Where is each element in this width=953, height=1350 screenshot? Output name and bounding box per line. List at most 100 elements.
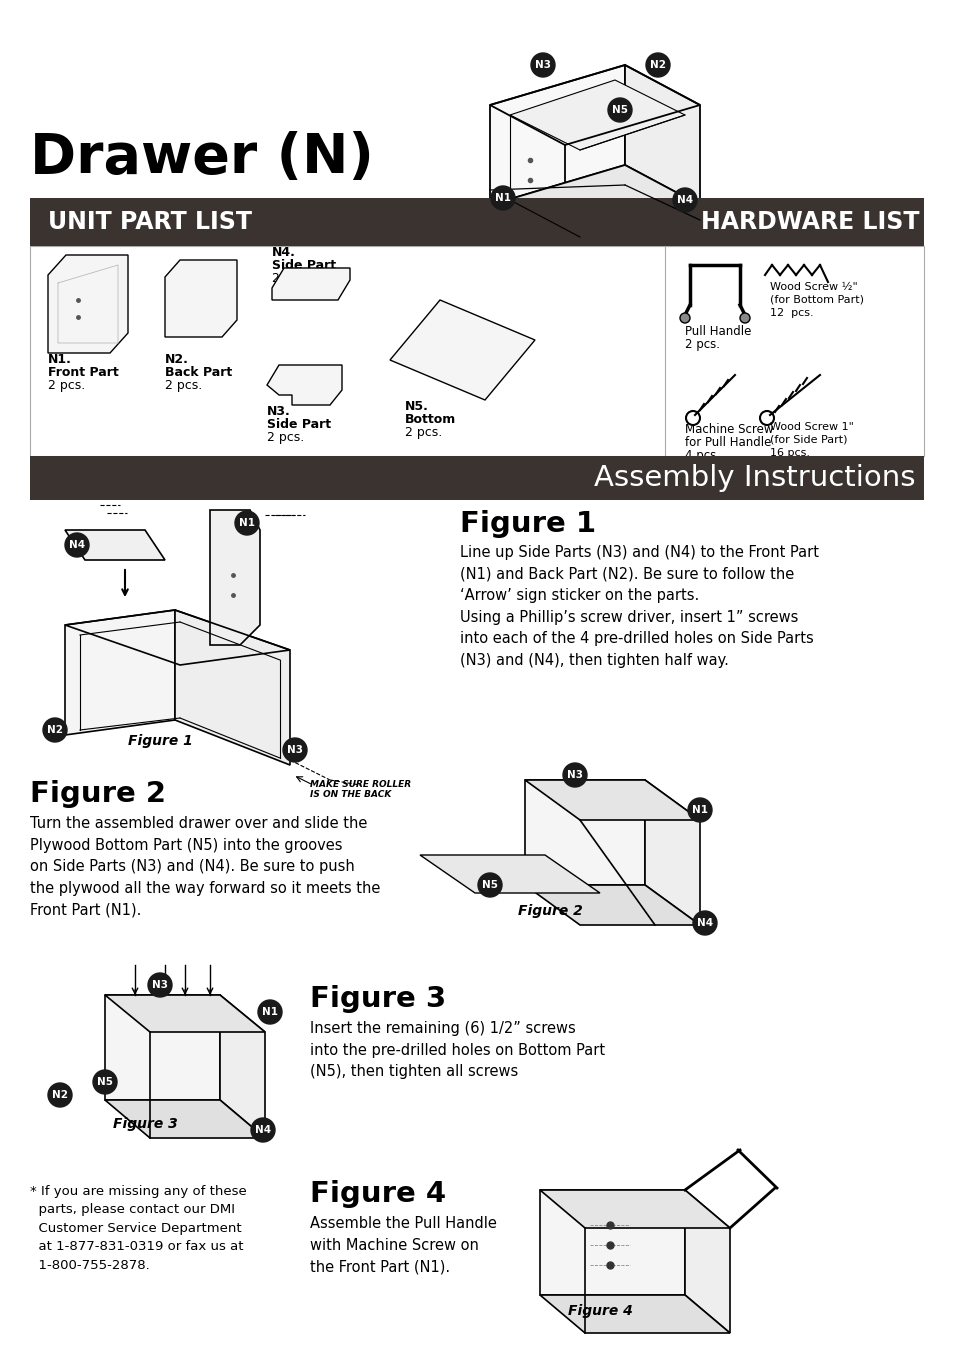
Polygon shape	[419, 855, 599, 892]
Polygon shape	[539, 1189, 729, 1228]
Circle shape	[692, 911, 717, 936]
Text: N2.: N2.	[165, 352, 189, 366]
Text: Front Part: Front Part	[48, 366, 118, 379]
Text: N2: N2	[47, 725, 63, 734]
Bar	[30, 456, 923, 500]
Text: Figure 4: Figure 4	[310, 1180, 446, 1208]
Polygon shape	[65, 610, 174, 734]
Polygon shape	[524, 886, 700, 925]
Text: N4: N4	[254, 1125, 271, 1135]
Circle shape	[491, 186, 515, 211]
Text: Assemble the Pull Handle
with Machine Screw on
the Front Part (N1).: Assemble the Pull Handle with Machine Sc…	[310, 1216, 497, 1274]
Circle shape	[607, 99, 631, 122]
Polygon shape	[539, 1295, 729, 1332]
Circle shape	[65, 533, 89, 558]
Text: N2: N2	[649, 59, 665, 70]
Text: N5: N5	[481, 880, 497, 890]
Text: N3.: N3.	[267, 405, 291, 418]
Circle shape	[148, 973, 172, 998]
Polygon shape	[644, 780, 700, 925]
Text: Bottom: Bottom	[405, 413, 456, 427]
Circle shape	[477, 873, 501, 896]
Polygon shape	[65, 531, 165, 560]
Polygon shape	[510, 80, 684, 150]
Text: Figure 2: Figure 2	[30, 780, 166, 809]
Text: N3: N3	[152, 980, 168, 990]
Text: N5: N5	[97, 1077, 112, 1087]
Text: N1: N1	[262, 1007, 277, 1017]
Text: Side Part: Side Part	[267, 418, 331, 431]
Circle shape	[92, 1071, 117, 1094]
Polygon shape	[105, 995, 265, 1031]
Text: HARDWARE LIST: HARDWARE LIST	[700, 211, 919, 234]
Text: Drawer (N): Drawer (N)	[30, 131, 374, 185]
Text: Turn the assembled drawer over and slide the
Plywood Bottom Part (N5) into the g: Turn the assembled drawer over and slide…	[30, 815, 380, 918]
Text: 16 pcs.: 16 pcs.	[769, 448, 809, 458]
Text: MAKE SURE ROLLER
IS ON THE BACK: MAKE SURE ROLLER IS ON THE BACK	[310, 780, 411, 799]
Text: N4.: N4.	[272, 246, 295, 259]
Circle shape	[531, 53, 555, 77]
Polygon shape	[524, 780, 700, 819]
Polygon shape	[105, 995, 220, 1100]
Circle shape	[687, 798, 711, 822]
Text: N3: N3	[287, 745, 303, 755]
Text: (for Bottom Part): (for Bottom Part)	[769, 296, 863, 305]
Circle shape	[679, 313, 689, 323]
Text: Figure 3: Figure 3	[112, 1116, 177, 1131]
Text: Insert the remaining (6) 1/2” screws
into the pre-drilled holes on Bottom Part
(: Insert the remaining (6) 1/2” screws int…	[310, 1021, 604, 1079]
Text: 4 pcs.: 4 pcs.	[684, 450, 720, 462]
Circle shape	[283, 738, 307, 761]
Text: N3: N3	[566, 769, 582, 780]
Text: N3: N3	[535, 59, 551, 70]
Polygon shape	[390, 300, 535, 400]
Text: for Pull Handle: for Pull Handle	[684, 436, 771, 450]
Circle shape	[740, 313, 749, 323]
Text: N1: N1	[495, 193, 511, 202]
Text: Figure 1: Figure 1	[128, 734, 193, 748]
Text: 2 pcs.: 2 pcs.	[405, 427, 442, 439]
Text: UNIT PART LIST: UNIT PART LIST	[48, 211, 252, 234]
Text: Figure 2: Figure 2	[517, 904, 581, 918]
Polygon shape	[490, 165, 700, 244]
Text: Figure 4: Figure 4	[567, 1304, 632, 1318]
Circle shape	[43, 718, 67, 743]
Text: Figure 1: Figure 1	[459, 510, 596, 539]
Text: N1: N1	[691, 805, 707, 815]
Text: (for Side Part): (for Side Part)	[769, 435, 846, 446]
Text: * If you are missing any of these
  parts, please contact our DMI
  Customer Ser: * If you are missing any of these parts,…	[30, 1185, 247, 1272]
Polygon shape	[210, 510, 260, 645]
Text: Side Part: Side Part	[272, 259, 335, 271]
Circle shape	[48, 1083, 71, 1107]
Circle shape	[645, 53, 669, 77]
Polygon shape	[272, 269, 350, 300]
Text: 2 pcs.: 2 pcs.	[272, 271, 309, 285]
Text: N5: N5	[612, 105, 627, 115]
Text: Wood Screw 1": Wood Screw 1"	[769, 423, 853, 432]
Polygon shape	[48, 255, 128, 352]
Bar	[30, 246, 923, 456]
Polygon shape	[539, 1189, 684, 1295]
Polygon shape	[267, 364, 341, 405]
Text: Machine Screw: Machine Screw	[684, 423, 773, 436]
Bar	[30, 198, 923, 246]
Text: Back Part: Back Part	[165, 366, 232, 379]
Text: Wood Screw ½": Wood Screw ½"	[769, 282, 857, 292]
Text: N1.: N1.	[48, 352, 71, 366]
Text: 2 pcs.: 2 pcs.	[165, 379, 202, 391]
Text: Line up Side Parts (N3) and (N4) to the Front Part
(N1) and Back Part (N2). Be s: Line up Side Parts (N3) and (N4) to the …	[459, 545, 818, 668]
Text: Pull Handle: Pull Handle	[684, 325, 751, 338]
Circle shape	[251, 1118, 274, 1142]
Polygon shape	[165, 261, 236, 338]
Polygon shape	[684, 1189, 729, 1332]
Text: Figure 3: Figure 3	[310, 986, 446, 1012]
Text: 2 pcs.: 2 pcs.	[684, 338, 720, 351]
Polygon shape	[174, 610, 290, 765]
Text: N4: N4	[677, 194, 692, 205]
Circle shape	[257, 1000, 282, 1025]
Text: 2 pcs.: 2 pcs.	[48, 379, 85, 391]
Text: N5.: N5.	[405, 400, 429, 413]
Text: N4: N4	[697, 918, 712, 927]
Text: Assembly Instructions: Assembly Instructions	[594, 464, 915, 491]
Text: N4: N4	[69, 540, 85, 549]
Polygon shape	[490, 65, 624, 205]
